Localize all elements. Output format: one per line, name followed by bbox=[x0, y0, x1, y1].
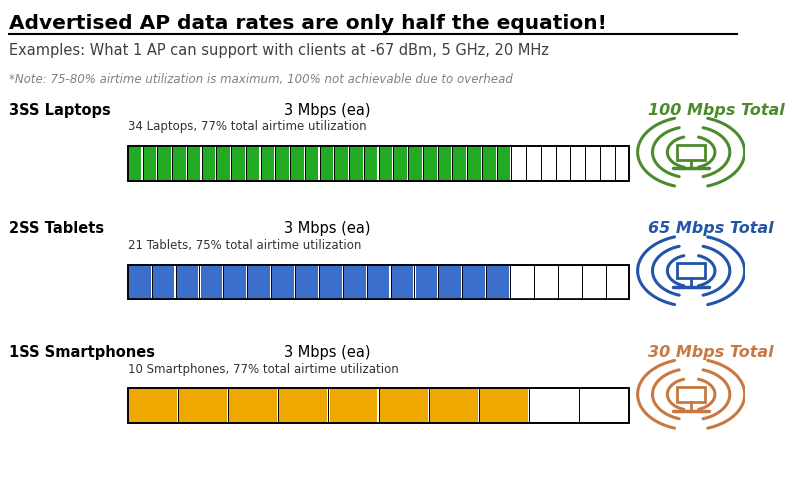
Bar bbox=[601, 147, 614, 180]
Bar bbox=[379, 147, 392, 180]
Bar bbox=[306, 147, 318, 180]
Text: Advertised AP data rates are only half the equation!: Advertised AP data rates are only half t… bbox=[9, 14, 606, 33]
Bar bbox=[225, 265, 246, 299]
Bar bbox=[511, 265, 533, 299]
Bar bbox=[229, 389, 277, 422]
Bar bbox=[296, 265, 318, 299]
Bar bbox=[279, 389, 327, 422]
Bar bbox=[527, 147, 540, 180]
Bar bbox=[129, 265, 151, 299]
Bar bbox=[498, 147, 510, 180]
Text: 34 Laptops, 77% total airtime utilization: 34 Laptops, 77% total airtime utilizatio… bbox=[128, 120, 367, 133]
Bar bbox=[468, 147, 480, 180]
Bar bbox=[152, 265, 174, 299]
Bar bbox=[129, 389, 176, 422]
Bar bbox=[677, 263, 705, 278]
Bar bbox=[128, 146, 630, 181]
Text: Examples: What 1 AP can support with clients at -67 dBm, 5 GHz, 20 MHz: Examples: What 1 AP can support with cli… bbox=[9, 43, 549, 59]
Bar bbox=[247, 147, 259, 180]
Bar bbox=[350, 147, 363, 180]
Text: 10 Smartphones, 77% total airtime utilization: 10 Smartphones, 77% total airtime utiliz… bbox=[128, 362, 399, 376]
Bar bbox=[129, 147, 141, 180]
Text: 21 Tablets, 75% total airtime utilization: 21 Tablets, 75% total airtime utilizatio… bbox=[128, 239, 361, 252]
Bar bbox=[606, 265, 628, 299]
Bar bbox=[158, 147, 171, 180]
Bar bbox=[677, 145, 705, 160]
Bar bbox=[483, 147, 496, 180]
Bar bbox=[424, 147, 436, 180]
Bar bbox=[391, 265, 413, 299]
Text: 100 Mbps Total: 100 Mbps Total bbox=[648, 102, 785, 118]
Bar bbox=[128, 146, 630, 181]
Bar bbox=[217, 147, 230, 180]
Bar bbox=[415, 265, 437, 299]
Bar bbox=[179, 389, 227, 422]
Bar bbox=[128, 388, 630, 423]
Bar bbox=[480, 389, 528, 422]
Text: 30 Mbps Total: 30 Mbps Total bbox=[648, 345, 774, 360]
Bar bbox=[249, 265, 270, 299]
Bar bbox=[277, 147, 289, 180]
Text: 65 Mbps Total: 65 Mbps Total bbox=[648, 221, 774, 236]
Bar bbox=[144, 147, 156, 180]
Text: 3 Mbps (ea): 3 Mbps (ea) bbox=[284, 102, 371, 118]
Bar bbox=[464, 265, 485, 299]
Bar bbox=[128, 265, 630, 299]
Bar bbox=[128, 265, 630, 299]
Bar bbox=[453, 147, 466, 180]
Bar bbox=[379, 389, 427, 422]
Bar bbox=[176, 265, 198, 299]
Bar bbox=[430, 389, 478, 422]
Bar bbox=[581, 389, 628, 422]
Bar bbox=[488, 265, 509, 299]
Bar bbox=[368, 265, 390, 299]
Bar bbox=[203, 147, 215, 180]
Bar bbox=[272, 265, 294, 299]
Bar bbox=[439, 265, 461, 299]
Text: *Note: 75-80% airtime utilization is maximum, 100% not achievable due to overhea: *Note: 75-80% airtime utilization is max… bbox=[9, 73, 512, 86]
Bar bbox=[365, 147, 378, 180]
Bar bbox=[200, 265, 222, 299]
Bar bbox=[559, 265, 581, 299]
Bar bbox=[409, 147, 422, 180]
Bar bbox=[335, 147, 348, 180]
Bar bbox=[291, 147, 304, 180]
Text: 3 Mbps (ea): 3 Mbps (ea) bbox=[284, 345, 371, 360]
Bar bbox=[261, 147, 274, 180]
Bar bbox=[572, 147, 584, 180]
Bar bbox=[188, 147, 200, 180]
Text: 3SS Laptops: 3SS Laptops bbox=[9, 102, 111, 118]
Bar bbox=[321, 147, 333, 180]
Bar bbox=[586, 147, 599, 180]
Bar bbox=[344, 265, 366, 299]
Bar bbox=[530, 389, 578, 422]
Bar bbox=[128, 388, 630, 423]
Bar bbox=[542, 147, 554, 180]
Bar bbox=[557, 147, 569, 180]
Bar bbox=[616, 147, 628, 180]
Bar bbox=[232, 147, 245, 180]
Bar bbox=[535, 265, 557, 299]
Bar bbox=[395, 147, 407, 180]
Bar bbox=[677, 387, 705, 402]
Text: 2SS Tablets: 2SS Tablets bbox=[9, 221, 104, 236]
Text: 1SS Smartphones: 1SS Smartphones bbox=[9, 345, 155, 360]
Bar bbox=[439, 147, 452, 180]
Bar bbox=[173, 147, 185, 180]
Text: 3 Mbps (ea): 3 Mbps (ea) bbox=[284, 221, 371, 236]
Bar bbox=[320, 265, 342, 299]
Bar bbox=[512, 147, 525, 180]
Bar bbox=[330, 389, 378, 422]
Bar bbox=[583, 265, 605, 299]
